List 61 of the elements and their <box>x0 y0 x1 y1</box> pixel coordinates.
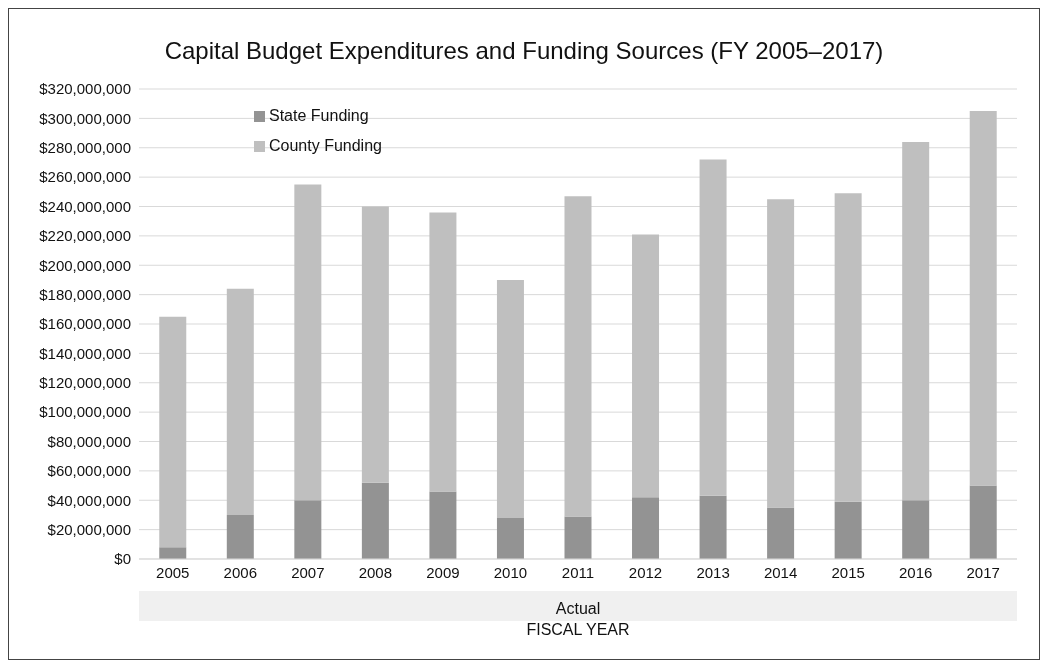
y-tick-label: $280,000,000 <box>39 139 131 157</box>
y-tick-label: $320,000,000 <box>39 80 131 98</box>
x-tick-label: 2016 <box>899 563 933 581</box>
y-tick-label: $180,000,000 <box>39 285 131 303</box>
bar <box>496 517 524 559</box>
bar <box>294 500 322 559</box>
bar <box>226 288 254 515</box>
y-tick-label: $220,000,000 <box>39 227 131 245</box>
y-tick-label: $20,000,000 <box>47 520 131 538</box>
bar <box>159 316 187 548</box>
x-tick-label: 2010 <box>493 563 528 581</box>
x-tick-label: 2007 <box>291 563 325 581</box>
y-tick-label: $120,000,000 <box>39 374 131 392</box>
y-tick-label: $100,000,000 <box>39 403 131 421</box>
bar <box>361 206 389 483</box>
bar <box>699 495 727 559</box>
x-tick-label: 2014 <box>763 563 798 581</box>
bar <box>361 482 389 559</box>
x-tick-label: 2015 <box>831 563 865 581</box>
bar <box>834 501 862 559</box>
y-tick-label: $260,000,000 <box>39 168 131 186</box>
bar <box>834 193 862 502</box>
x-axis-title: FISCAL YEAR <box>525 621 631 639</box>
x-tick-label: 2011 <box>561 563 595 581</box>
y-tick-label: $200,000,000 <box>39 256 131 274</box>
x-tick-label: 2013 <box>696 563 730 581</box>
x-tick-label: 2012 <box>628 563 663 581</box>
bar <box>226 514 254 559</box>
y-tick-label: $60,000,000 <box>47 462 131 480</box>
x-tick-label: 2017 <box>966 563 1000 581</box>
bar <box>564 516 592 559</box>
bar <box>902 500 930 559</box>
bar <box>902 141 930 501</box>
y-tick-label: $300,000,000 <box>39 109 131 127</box>
bar <box>159 547 187 559</box>
bar <box>969 485 997 559</box>
bar <box>632 234 660 498</box>
bar <box>767 507 795 559</box>
legend-label: County Funding <box>269 136 382 156</box>
bar <box>699 159 727 496</box>
y-tick-label: $80,000,000 <box>47 432 131 450</box>
x-tick-label: 2009 <box>426 563 460 581</box>
x-tick-label: 2005 <box>156 563 190 581</box>
chart-title: Capital Budget Expenditures and Funding Sources (FY 2005–2017) <box>163 37 885 65</box>
x-tick-label: 2008 <box>358 563 393 581</box>
bar <box>564 196 592 517</box>
bar <box>429 212 457 492</box>
legend-label: State Funding <box>269 106 369 126</box>
bar <box>767 199 795 508</box>
text: Actual <box>139 591 1017 621</box>
bar <box>632 497 660 559</box>
x-tick-label: 2006 <box>223 563 257 581</box>
bar <box>496 279 524 518</box>
y-tick-label: $240,000,000 <box>39 197 131 215</box>
bar <box>969 111 997 486</box>
y-tick-label: $140,000,000 <box>39 344 131 362</box>
y-tick-label: $160,000,000 <box>39 315 131 333</box>
bar <box>429 491 457 559</box>
y-tick-label: $0 <box>114 550 131 568</box>
y-tick-label: $40,000,000 <box>47 491 131 509</box>
bar <box>294 184 322 501</box>
